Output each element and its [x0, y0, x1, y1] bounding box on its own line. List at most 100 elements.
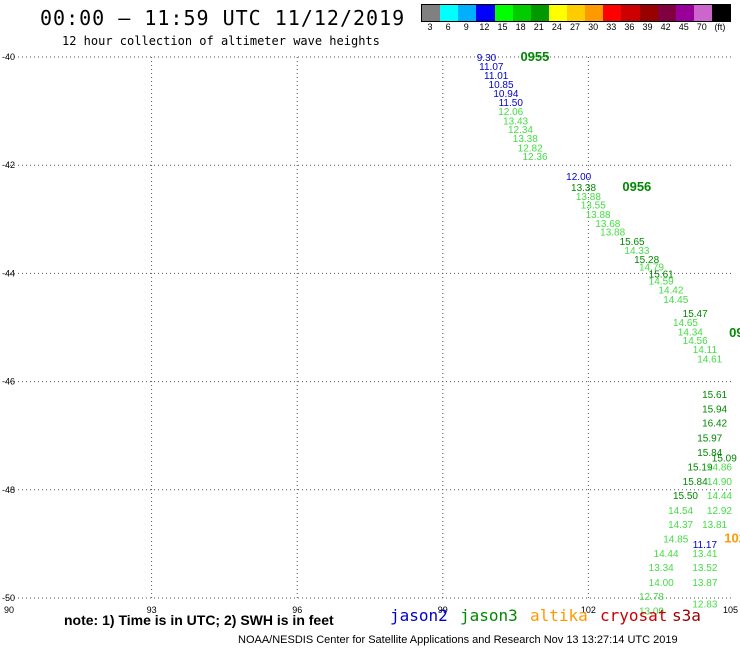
data-point-label: 14.11	[693, 345, 718, 356]
y-tick-label: -48	[2, 485, 15, 495]
data-point-label: 15.97	[697, 433, 722, 444]
data-point-label: 14.85	[663, 534, 688, 545]
data-point-label: 10.94	[493, 89, 518, 100]
data-point-label: 14.86	[707, 463, 732, 474]
data-point-label: 11.01	[484, 71, 509, 82]
data-point-label: 13.52	[692, 563, 717, 574]
x-tick-label: 93	[147, 605, 157, 615]
data-point-label: 15.61	[702, 390, 727, 401]
data-point-label: 13.87	[692, 578, 717, 589]
color-scale-cell	[440, 5, 459, 21]
data-point-label: 13.88	[600, 228, 625, 239]
data-point-label: 14.33	[624, 246, 649, 257]
color-scale-label: 9	[463, 22, 469, 32]
color-scale-cell	[639, 5, 658, 21]
chart-title: 00:00 – 11:59 UTC 11/12/2019	[40, 6, 406, 30]
data-point-label: 13.09	[639, 606, 664, 617]
color-scale-cell	[422, 5, 441, 21]
data-point-label: 15.94	[702, 405, 727, 416]
data-point-label: 13.41	[692, 549, 717, 560]
color-scale-label: 33	[606, 22, 617, 32]
legend-cryosat: cryosat	[600, 606, 668, 625]
color-scale-cell	[693, 5, 712, 21]
color-scale-cell	[530, 5, 549, 21]
color-scale-bar	[421, 4, 731, 22]
data-point-label: 15.50	[673, 491, 698, 502]
color-scale-label: 30	[588, 22, 599, 32]
data-point-label: 13.43	[503, 116, 528, 127]
data-point-label: 11.50	[499, 98, 524, 109]
color-scale-label: 24	[551, 22, 562, 32]
data-point-label: 10.85	[489, 80, 514, 91]
chart-subtitle: 12 hour collection of altimeter wave hei…	[62, 34, 380, 48]
data-point-label: 13.81	[702, 520, 727, 531]
data-point-label: 15.47	[683, 309, 708, 320]
color-scale-label: 18	[515, 22, 526, 32]
data-point-label: 13.38	[571, 183, 596, 194]
data-point-label: 12.78	[639, 592, 664, 603]
data-point-label: 12.00	[566, 172, 591, 183]
color-scale-cell	[512, 5, 531, 21]
data-point-label: 16.42	[702, 419, 727, 430]
data-point-label: 14.56	[683, 336, 708, 347]
y-tick-label: -40	[2, 52, 15, 62]
x-tick-label: 96	[292, 605, 302, 615]
color-scale-cell	[712, 5, 731, 21]
data-point-label: 14.34	[678, 327, 703, 338]
color-scale-label: 39	[642, 22, 653, 32]
data-point-label: 11.07	[479, 62, 504, 73]
pass-time-label: 095	[729, 325, 740, 340]
color-scale-label: 3	[427, 22, 433, 32]
data-point-label: 14.44	[707, 491, 732, 502]
data-point-label: 14.37	[668, 520, 693, 531]
axis-tick-labels: -40 -42 -44 -46 -48 -50 90 93 96 99 102 105	[2, 52, 738, 615]
color-scale-label: 45	[678, 22, 689, 32]
data-point-label: 13.68	[595, 219, 620, 230]
legend-s3a: s3a	[672, 606, 701, 625]
y-tick-label: -44	[2, 268, 15, 278]
color-scale-label: 70	[696, 22, 707, 32]
color-scale-cell	[476, 5, 495, 21]
data-point-label: 11.17	[693, 540, 718, 551]
color-scale-cell	[621, 5, 640, 21]
pass-time-label: 1023	[724, 530, 740, 545]
color-scale-cell	[675, 5, 694, 21]
data-point-label: 14.45	[663, 295, 688, 306]
color-scale-cell	[603, 5, 622, 21]
x-tick-label: 102	[581, 605, 596, 615]
data-point-label: 14.59	[649, 276, 674, 287]
data-point-label: 14.42	[658, 286, 683, 297]
data-point-label: 13.88	[586, 210, 611, 221]
grid-lines	[6, 56, 734, 599]
data-point-label: 14.79	[639, 262, 664, 273]
data-point-label: 15.84	[683, 477, 708, 488]
data-point-label: 15.28	[634, 255, 659, 266]
data-point-label: 12.36	[522, 152, 547, 163]
color-scale-cell	[548, 5, 567, 21]
data-point-label: 14.61	[697, 354, 722, 365]
data-point-label: 13.55	[581, 201, 606, 212]
color-scale-cell	[494, 5, 513, 21]
data-point-label: 13.34	[649, 563, 674, 574]
color-scale-cell	[585, 5, 604, 21]
legend-jason2: jason2	[390, 606, 448, 625]
color-scale-cell	[567, 5, 586, 21]
data-point-label: 12.82	[518, 143, 543, 154]
color-scale-label: 36	[624, 22, 635, 32]
units-note: note: 1) Time is in UTC; 2) SWH is in fe…	[64, 612, 334, 628]
data-point-label: 13.38	[513, 134, 538, 145]
y-tick-label: -50	[2, 593, 15, 603]
color-scale-label: 27	[569, 22, 580, 32]
color-scale-label: 6	[445, 22, 451, 32]
x-tick-label: 99	[438, 605, 448, 615]
data-point-label: 12.34	[508, 125, 533, 136]
data-point-label: 14.00	[649, 578, 674, 589]
color-scale-label: 12	[479, 22, 490, 32]
x-tick-label: 105	[723, 605, 738, 615]
data-point-label: 14.44	[654, 549, 679, 560]
data-point-label: 15.19	[688, 463, 713, 474]
y-tick-label: -42	[2, 160, 15, 170]
pass-time-label: 0955	[520, 49, 549, 64]
data-point-label: 14.54	[668, 506, 693, 517]
